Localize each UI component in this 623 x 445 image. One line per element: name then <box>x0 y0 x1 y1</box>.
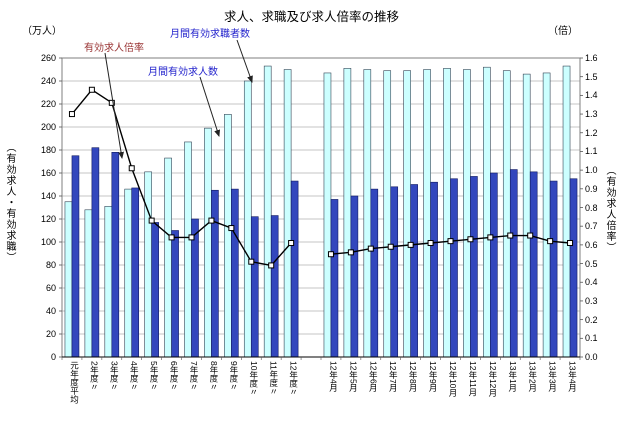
ratio-line-marker <box>88 86 95 93</box>
bar-job-offers <box>151 222 159 358</box>
bar-job-seekers <box>144 171 152 358</box>
ratio-line-marker <box>327 251 334 258</box>
ratio-line-marker <box>547 238 554 245</box>
ratio-line-marker <box>367 245 374 252</box>
bar-job-seekers <box>184 141 192 358</box>
bar-job-offers <box>111 152 120 358</box>
bar-job-offers <box>71 155 80 358</box>
ratio-annotation-label: 有効求人倍率 <box>84 43 144 54</box>
bar-job-seekers <box>84 209 93 358</box>
ratio-line-marker <box>148 217 155 224</box>
seekers-annotation-arrow <box>236 39 253 83</box>
ratio-annotation-arrow <box>104 52 125 159</box>
right-axis-unit: （倍） <box>548 26 578 37</box>
bar-job-seekers <box>204 127 212 358</box>
ratio-line-marker <box>128 165 135 172</box>
bar-job-offers <box>430 181 438 358</box>
bar-job-seekers <box>124 188 133 358</box>
bar-job-seekers <box>542 72 551 358</box>
ratio-line-marker <box>168 234 175 241</box>
ratio-line-marker <box>228 225 235 232</box>
bar-job-seekers <box>383 70 392 358</box>
bar-job-seekers <box>562 65 571 358</box>
ratio-line-marker <box>347 249 354 256</box>
bar-job-offers <box>569 178 578 358</box>
bar-job-offers <box>290 180 299 358</box>
ratio-line-marker <box>567 240 574 247</box>
bar-job-seekers <box>403 70 411 358</box>
bar-job-seekers <box>323 72 332 358</box>
left-axis-caption: （有効求人・有効求職） <box>4 142 15 263</box>
ratio-line-marker <box>467 236 474 243</box>
ratio-line-marker <box>108 99 115 106</box>
bar-job-offers <box>330 199 339 358</box>
bar-job-offers <box>270 215 279 358</box>
bar-job-offers <box>529 171 538 358</box>
ratio-line-marker <box>268 262 275 269</box>
bar-job-seekers <box>423 69 431 358</box>
ratio-line-marker <box>248 258 255 265</box>
ratio-line-marker <box>387 243 394 250</box>
bar-job-seekers <box>463 69 471 358</box>
bar-job-offers <box>131 187 140 358</box>
ratio-line-marker <box>447 238 454 245</box>
bar-job-offers <box>450 178 458 358</box>
chart-title: 求人、求職及び求人倍率の推移 <box>223 10 399 24</box>
bar-job-seekers <box>263 65 272 358</box>
bar-job-offers <box>549 180 558 358</box>
bar-job-seekers <box>164 157 172 358</box>
bar-job-seekers <box>224 114 232 358</box>
bar-job-offers <box>350 195 359 358</box>
bar-job-seekers <box>483 66 491 358</box>
offers-annotation-label: 月間有効求人数 <box>148 67 218 78</box>
ratio-line-marker <box>427 240 434 247</box>
ratio-line-marker <box>407 241 414 248</box>
bar-job-offers <box>470 176 478 358</box>
ratio-line-marker <box>487 234 494 241</box>
bar-job-seekers <box>443 68 451 358</box>
bar-job-seekers <box>522 73 531 358</box>
ratio-line-marker <box>288 240 295 247</box>
ratio-line-marker <box>188 234 195 241</box>
right-axis-caption: （有効求人倍率） <box>604 165 615 253</box>
ratio-line <box>71 88 292 267</box>
bar-job-seekers <box>243 80 252 358</box>
ratio-line-marker <box>507 232 514 239</box>
bar-job-seekers <box>363 69 372 358</box>
bar-job-seekers <box>343 68 352 358</box>
left-axis-unit: （万人） <box>22 26 62 37</box>
bar-job-seekers <box>64 201 73 358</box>
ratio-line-marker <box>208 217 215 224</box>
bar-job-offers <box>171 230 179 358</box>
bar-job-seekers <box>104 206 113 358</box>
offers-annotation-arrow <box>199 76 221 137</box>
ratio-line-marker <box>527 232 534 239</box>
bar-job-offers <box>410 184 418 358</box>
bar-job-seekers <box>283 69 292 358</box>
bar-job-offers <box>231 188 239 358</box>
ratio-line-marker <box>68 111 75 118</box>
plot-border <box>61 57 581 358</box>
bar-job-offers <box>390 186 399 358</box>
bar-job-offers <box>509 169 518 358</box>
bar-job-offers <box>211 189 219 358</box>
bar-job-offers <box>91 147 100 358</box>
bar-job-offers <box>490 172 498 358</box>
bar-job-offers <box>250 216 259 358</box>
seekers-annotation-label: 月間有効求職者数 <box>170 29 250 40</box>
bar-job-seekers <box>502 70 511 358</box>
bar-job-offers <box>370 188 379 358</box>
